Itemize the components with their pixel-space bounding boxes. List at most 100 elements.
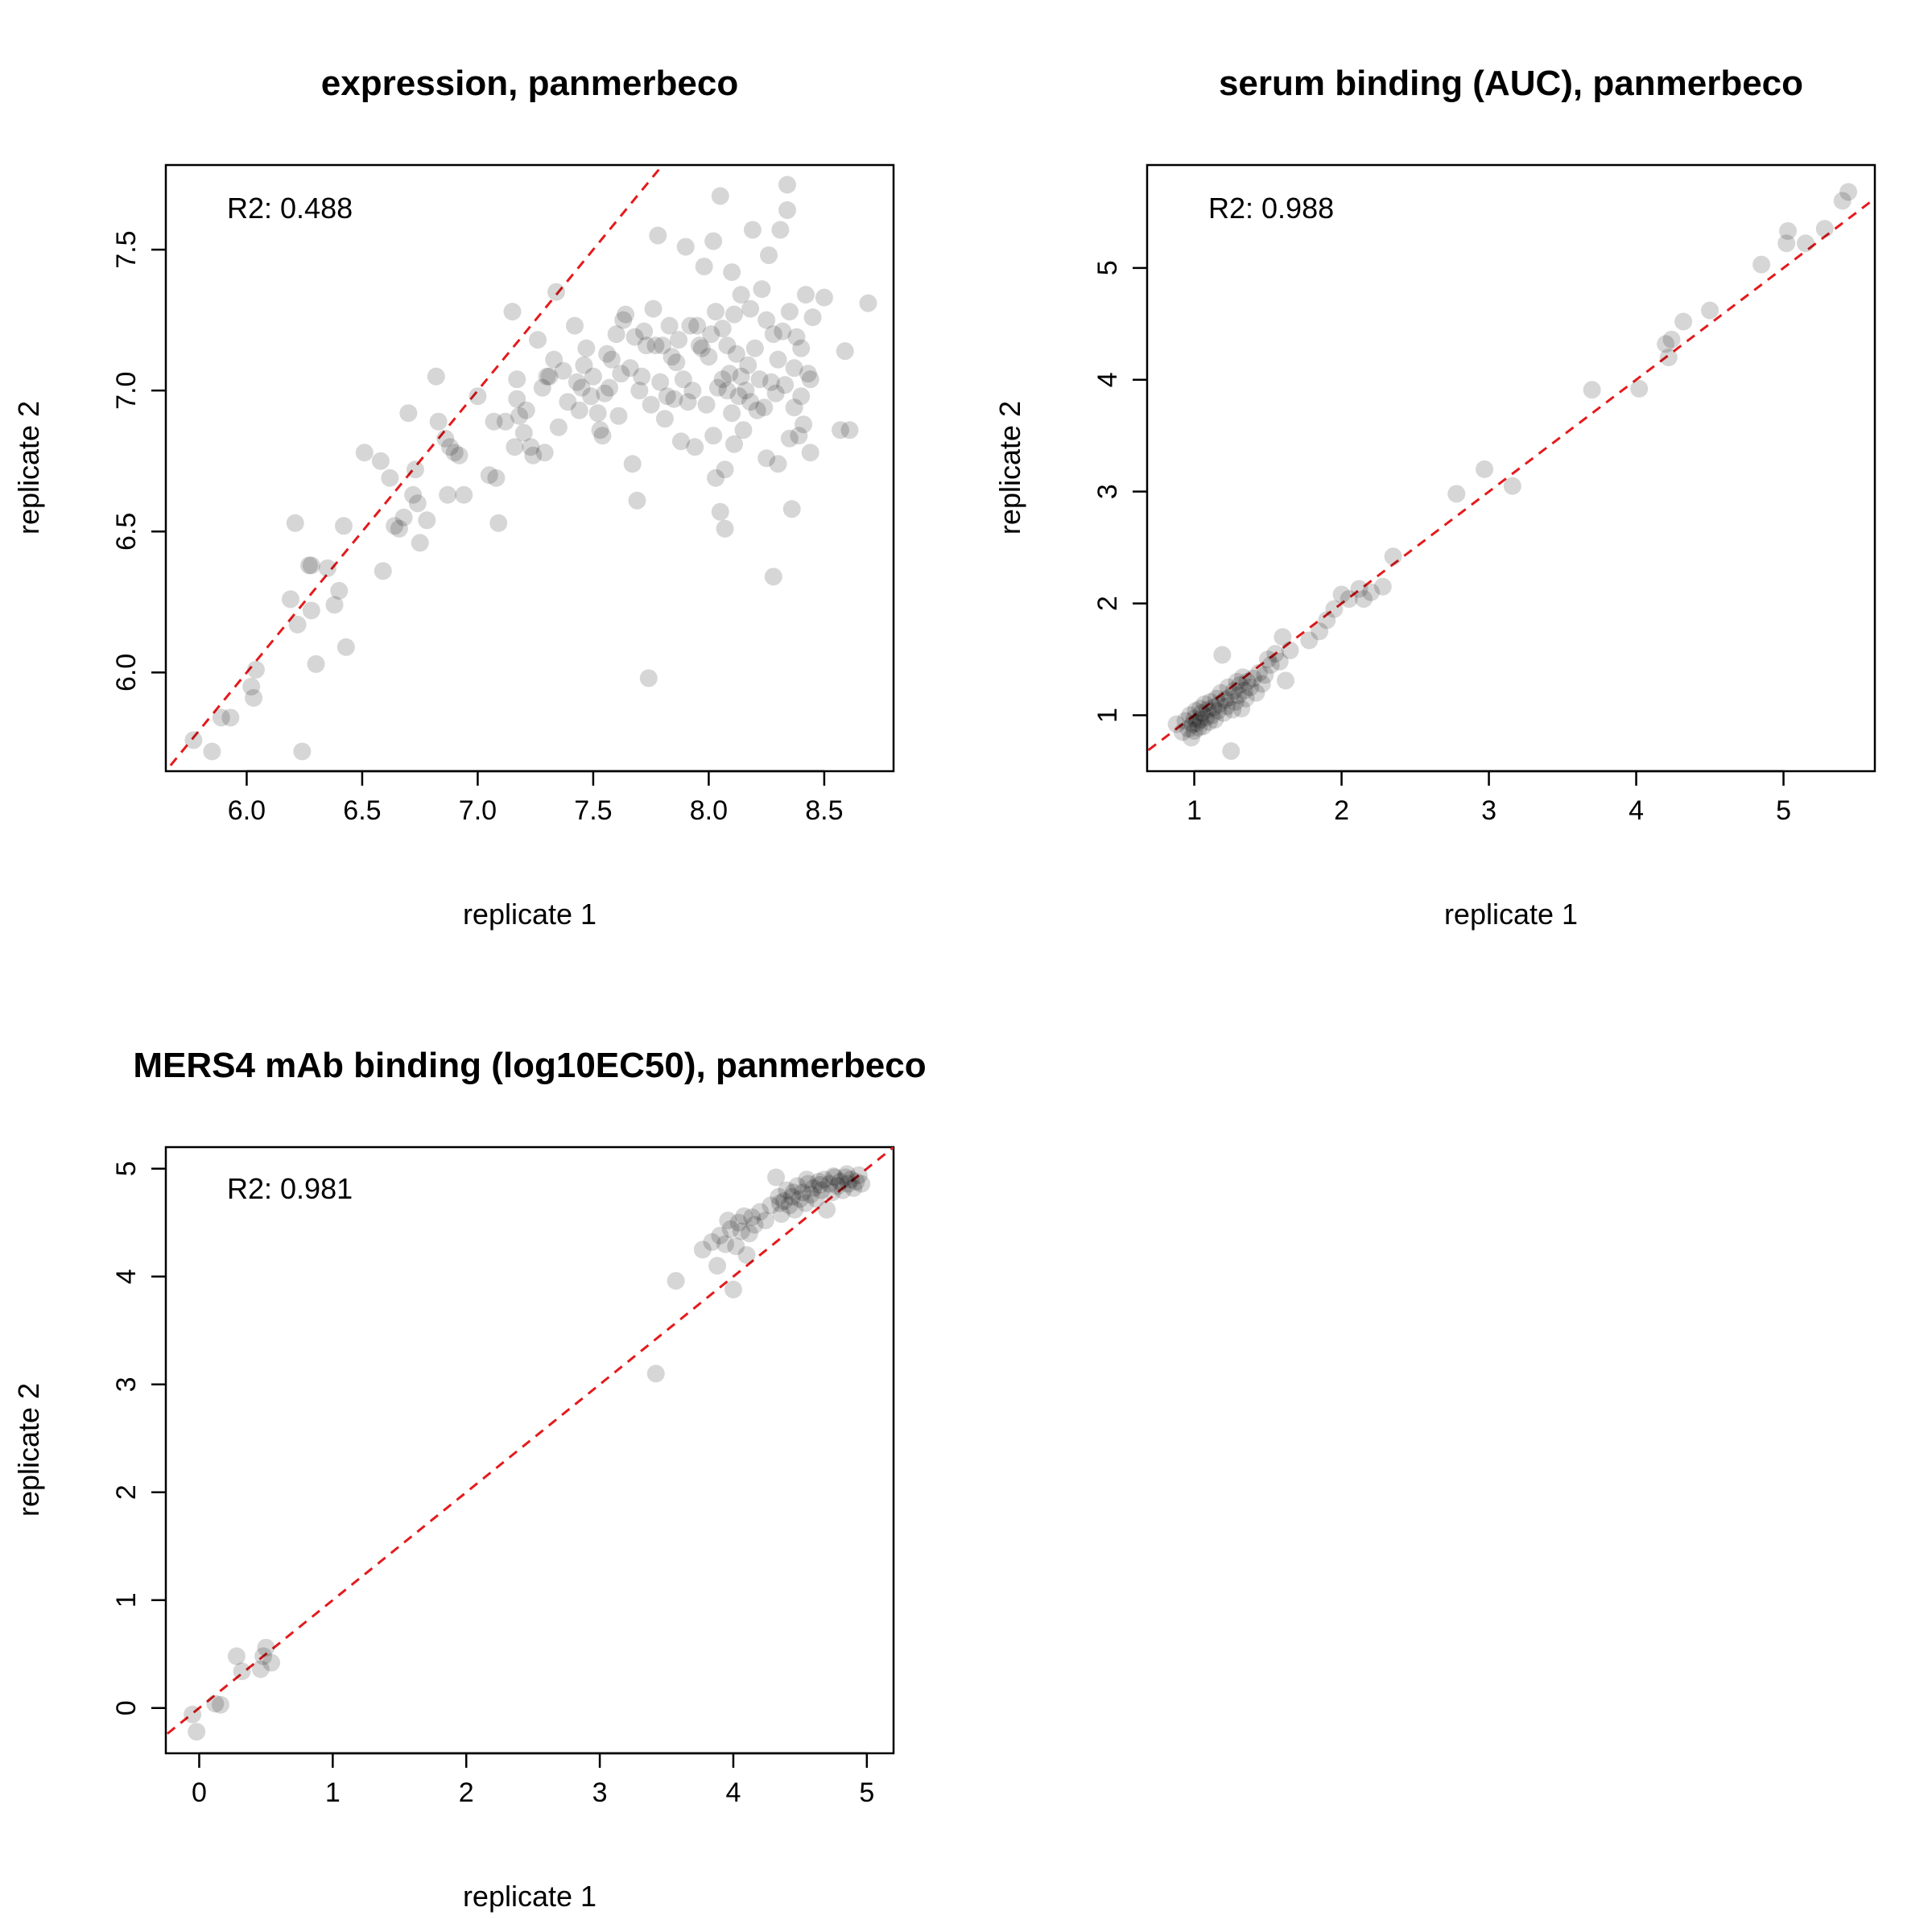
data-point: [262, 1653, 281, 1672]
data-point: [778, 201, 796, 220]
panel-expression: expression, panmerbeco R2: 0.488 replica…: [12, 64, 895, 931]
data-point: [601, 378, 619, 397]
data-point: [1185, 721, 1203, 740]
data-point: [812, 1181, 831, 1199]
data-point: [1657, 335, 1675, 353]
data-point: [788, 1177, 807, 1195]
x-tick-label: 6.5: [343, 795, 381, 826]
data-point: [771, 221, 790, 239]
data-point: [390, 519, 408, 538]
x-axis-label: replicate 1: [463, 898, 597, 931]
r2-annotation: R2: 0.488: [227, 192, 353, 225]
data-point: [796, 1194, 815, 1212]
data-point: [1256, 666, 1274, 684]
chart-title: MERS4 mAb binding (log10EC50), panmerbec…: [133, 1046, 926, 1085]
data-point: [801, 370, 819, 389]
data-point: [658, 387, 676, 406]
data-point: [1216, 691, 1234, 709]
data-point: [755, 398, 774, 417]
data-point: [720, 365, 739, 383]
x-tick-label: 6.0: [228, 795, 266, 826]
data-point: [697, 395, 716, 414]
identity-line: [166, 165, 664, 771]
data-point: [700, 348, 718, 366]
data-point: [721, 1220, 740, 1238]
points-layer: [184, 175, 877, 761]
data-point: [1191, 700, 1209, 718]
data-point: [1325, 600, 1344, 618]
data-point: [688, 316, 707, 335]
data-point: [1281, 641, 1299, 659]
data-point: [1224, 681, 1243, 700]
data-point: [824, 1167, 843, 1186]
data-point: [741, 299, 760, 318]
data-point: [1231, 676, 1249, 695]
data-point: [782, 500, 801, 518]
y-axis-label: replicate 2: [12, 401, 45, 535]
data-point: [764, 568, 782, 586]
data-point: [758, 311, 776, 329]
data-point: [767, 1168, 786, 1187]
data-point: [591, 421, 609, 440]
data-point: [1340, 590, 1358, 609]
data-point: [780, 1196, 799, 1215]
data-point: [776, 376, 795, 394]
data-point: [1350, 580, 1368, 598]
data-point: [711, 502, 729, 521]
data-point: [844, 1179, 863, 1197]
data-point: [288, 615, 307, 634]
data-point: [772, 1205, 791, 1224]
data-point: [741, 393, 760, 411]
data-point: [719, 1212, 737, 1230]
data-point: [1583, 381, 1601, 399]
data-point: [679, 393, 697, 411]
data-point: [1199, 700, 1217, 719]
data-point: [1176, 712, 1195, 730]
x-tick-label: 5: [859, 1777, 874, 1808]
data-point: [212, 708, 230, 727]
data-point: [753, 280, 771, 299]
data-point: [1232, 700, 1251, 718]
data-point: [330, 581, 349, 600]
data-point: [836, 1168, 855, 1187]
data-point: [704, 427, 723, 445]
data-point: [732, 1222, 750, 1241]
data-point: [371, 452, 390, 470]
data-point: [559, 393, 577, 411]
data-point: [748, 401, 766, 419]
data-point: [782, 1187, 801, 1206]
data-point: [743, 1208, 762, 1227]
data-point: [1311, 622, 1329, 641]
x-tick-label: 0: [192, 1777, 207, 1808]
data-point: [203, 742, 221, 761]
data-point: [418, 511, 436, 530]
x-tick-label: 7.0: [459, 795, 497, 826]
x-tick-label: 2: [1334, 795, 1349, 826]
data-point: [450, 446, 469, 464]
data-point: [614, 311, 633, 329]
y-tick-label: 1: [1092, 708, 1123, 723]
data-point: [667, 1272, 685, 1290]
data-point: [625, 328, 644, 346]
data-point: [1674, 312, 1693, 331]
points-layer: [184, 1165, 871, 1741]
y-axis-label: replicate 2: [12, 1383, 45, 1517]
data-point: [787, 328, 806, 346]
data-point: [762, 1196, 780, 1215]
x-tick-label: 2: [459, 1777, 474, 1808]
data-point: [840, 421, 859, 440]
data-point: [508, 370, 526, 389]
data-point: [1222, 741, 1241, 760]
data-point: [565, 316, 584, 335]
y-tick-label: 4: [111, 1269, 142, 1284]
y-tick-label: 4: [1092, 372, 1123, 387]
data-point: [593, 427, 612, 445]
data-point: [404, 485, 423, 504]
data-point: [1197, 708, 1216, 727]
data-point: [1815, 220, 1834, 238]
data-point: [1238, 672, 1257, 691]
data-point: [1179, 720, 1198, 738]
data-point: [1182, 729, 1200, 747]
y-tick-label: 5: [111, 1161, 142, 1176]
data-point: [212, 1695, 230, 1714]
